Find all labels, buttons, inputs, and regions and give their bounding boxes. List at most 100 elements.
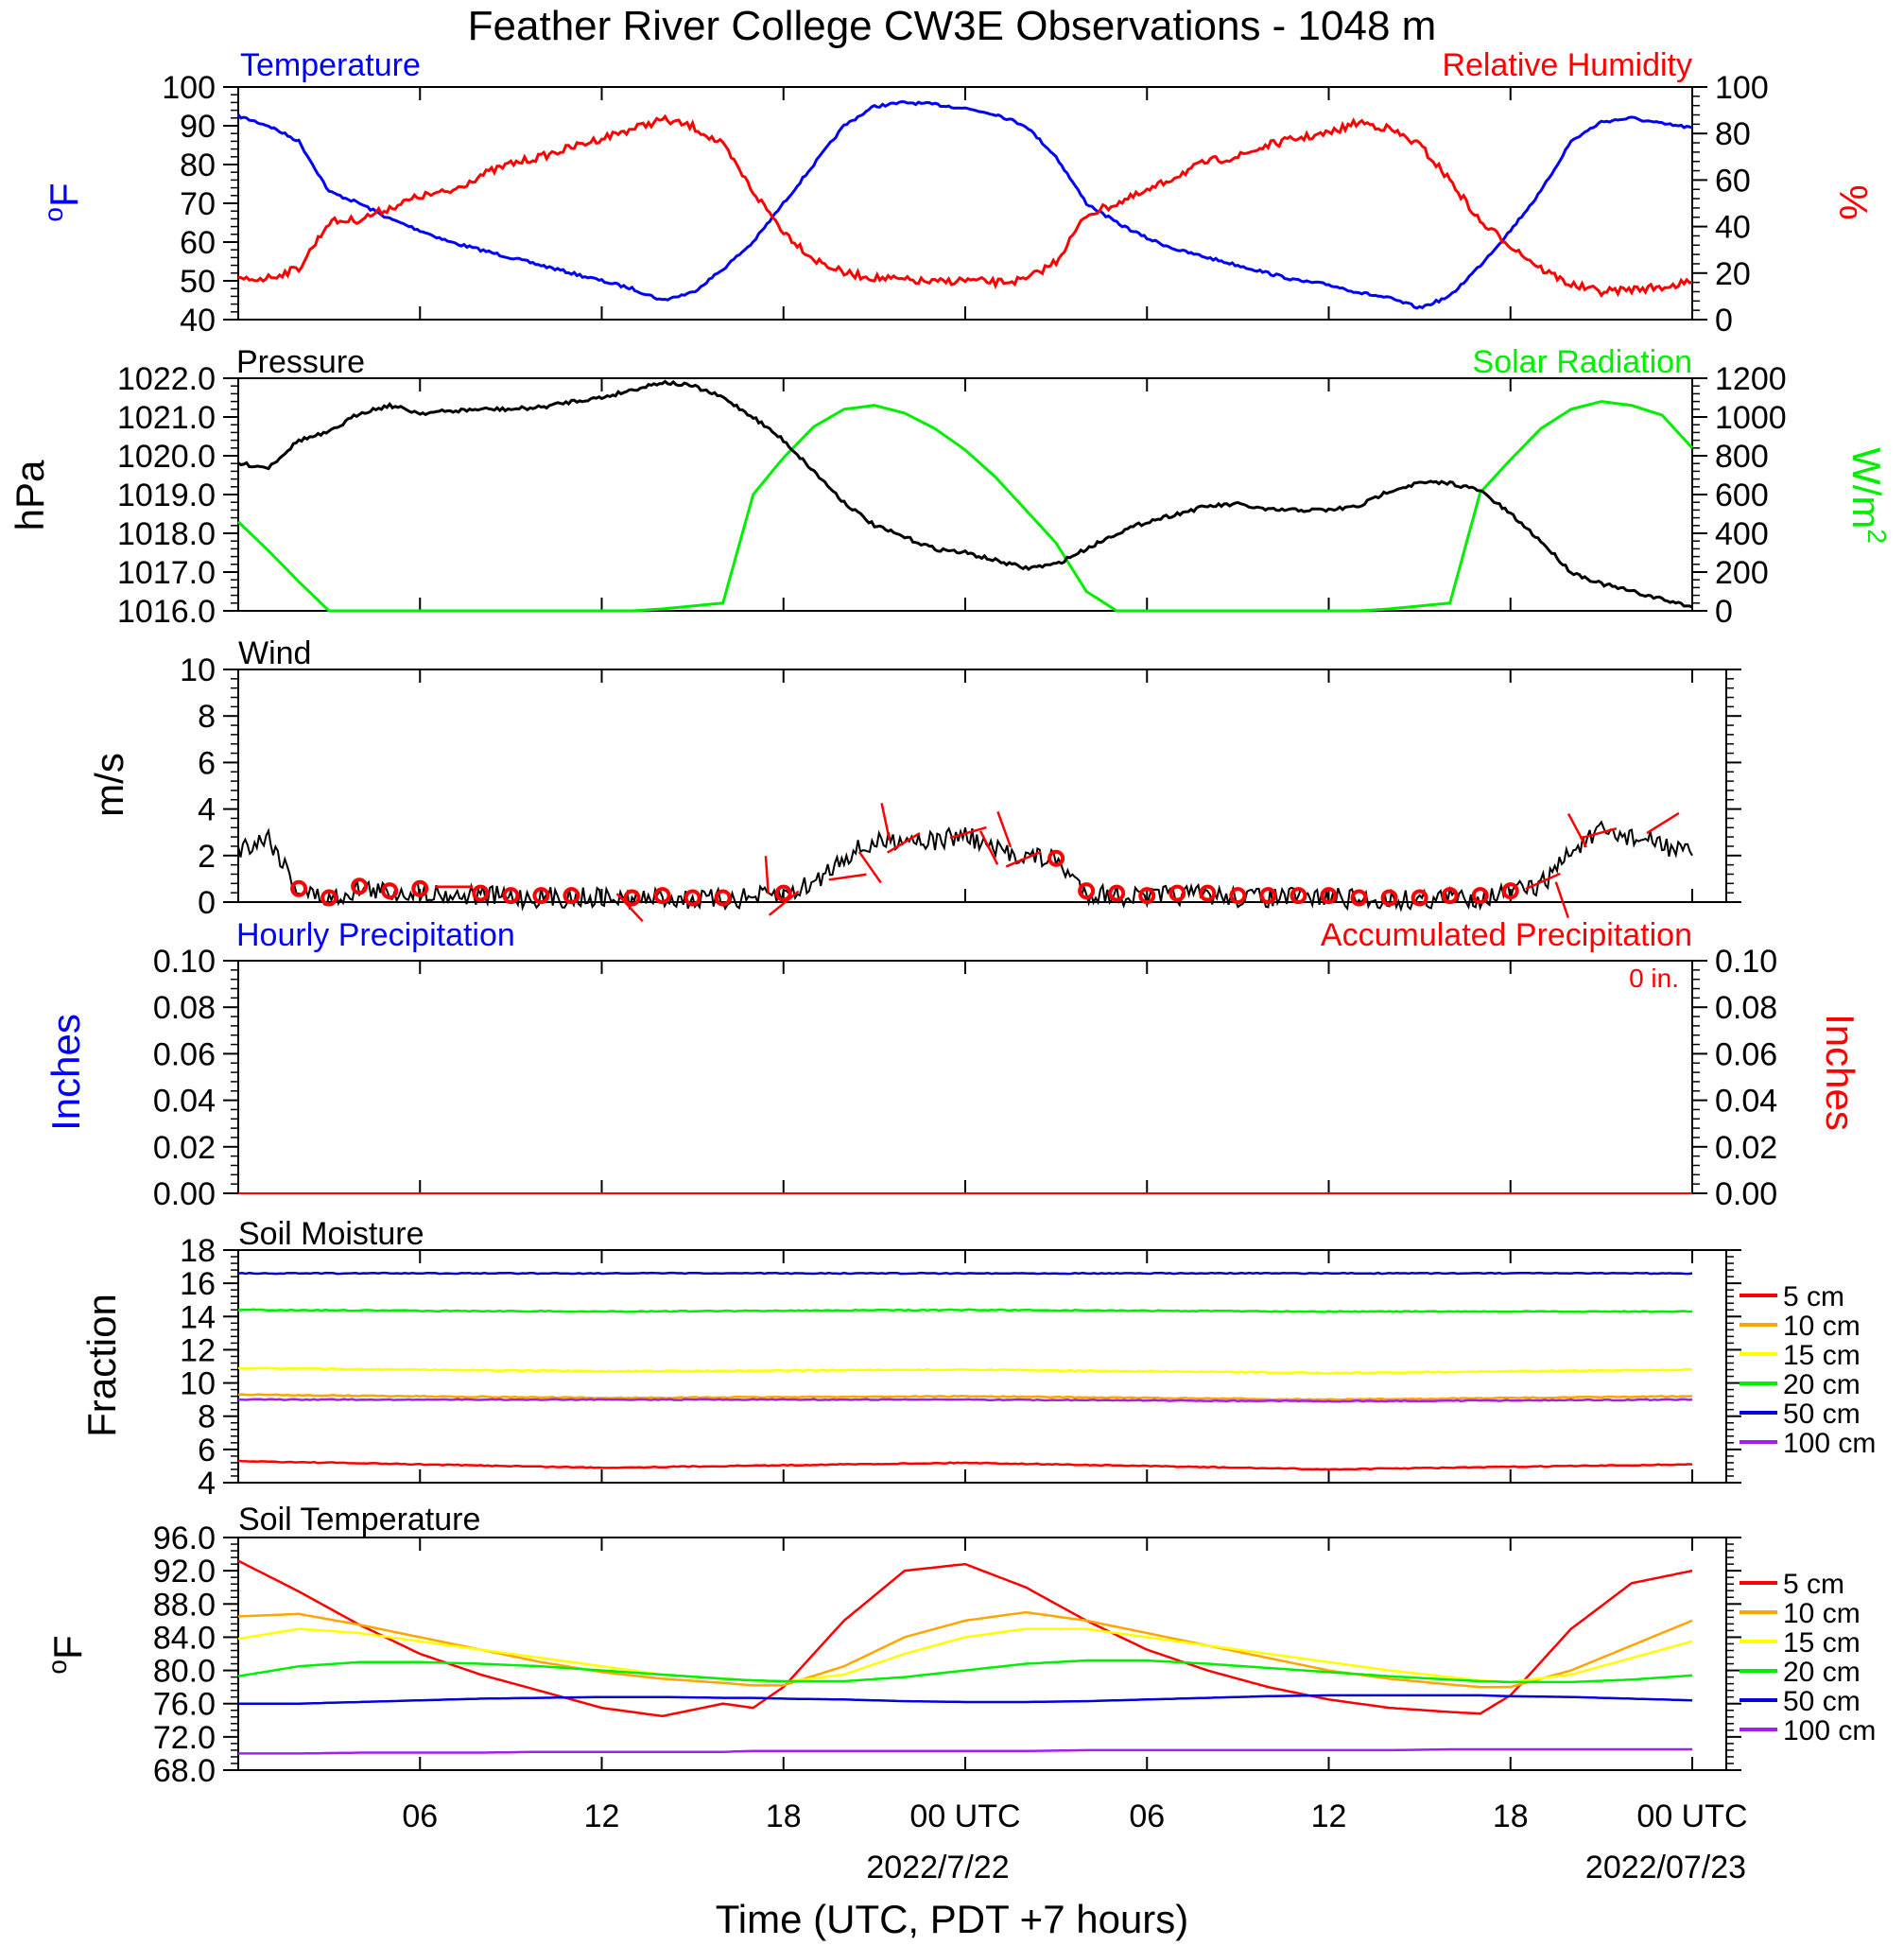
wind-barb — [978, 830, 999, 865]
soil-line-100-cm — [237, 1398, 1693, 1403]
wind-barb — [857, 851, 882, 884]
y-tick-label: 6 — [198, 1433, 216, 1468]
humidity-tick-labels: 0 20 40 60 80 100 — [1715, 70, 1769, 339]
panel-pressure-solar: Pressure Solar Radiation hPa W/m2 1016.0… — [8, 344, 1892, 630]
calm-marker — [1199, 884, 1217, 902]
wind-tick-labels: 0 2 4 6 8 10 — [180, 652, 216, 921]
y-tick-label: 68.0 — [153, 1753, 216, 1789]
legend-label: 50 cm — [1783, 1399, 1861, 1430]
humidity-title: Relative Humidity — [1442, 47, 1692, 83]
calm-marker — [290, 879, 308, 897]
y-tick-label: 10 — [180, 1366, 216, 1402]
x-tick-labels: 06 12 18 00 UTC 06 12 18 00 UTC — [402, 1798, 1747, 1834]
soil-line-15-cm — [237, 1366, 1693, 1375]
calm-markers — [290, 849, 1519, 907]
solar-title: Solar Radiation — [1473, 344, 1692, 380]
svg-text:oF: oF — [39, 182, 86, 221]
wind-barb — [949, 825, 987, 840]
calm-marker — [411, 879, 429, 897]
calm-marker — [1078, 882, 1096, 900]
x-tick-label: 18 — [1493, 1798, 1529, 1834]
soil-line-50-cm — [238, 1694, 1693, 1705]
calm-marker — [1350, 889, 1368, 907]
x-tick-label: 12 — [1311, 1798, 1347, 1834]
calm-marker — [1441, 887, 1459, 905]
humidity-ylabel: % — [1831, 184, 1876, 219]
plot-border — [237, 1249, 1727, 1484]
x-tick-label: 00 UTC — [909, 1798, 1020, 1834]
pressure-title: Pressure — [236, 344, 365, 380]
y-tick-label: 0.02 — [1715, 1130, 1777, 1166]
legend-label: 50 cm — [1783, 1686, 1861, 1717]
x-tick-label: 00 UTC — [1636, 1798, 1747, 1834]
panel-frame — [223, 669, 1741, 903]
soil-line-20-cm — [237, 1659, 1693, 1684]
calm-marker — [1411, 889, 1428, 907]
y-tick-label: 0.02 — [153, 1130, 216, 1166]
legend-label: 15 cm — [1783, 1627, 1861, 1659]
pressure-ylabel: hPa — [8, 460, 52, 530]
y-tick-label: 0 — [1715, 303, 1733, 339]
y-tick-label: 100 — [162, 70, 216, 106]
y-tick-label: 1000 — [1715, 400, 1787, 436]
y-tick-label: 80 — [1715, 116, 1751, 152]
soil-line-20-cm — [237, 1308, 1693, 1313]
y-tick-label: 70 — [180, 186, 216, 222]
y-tick-label: 200 — [1715, 555, 1769, 591]
calm-marker — [502, 887, 520, 905]
panel-temperature-humidity: Temperature Relative Humidity oF % 40506… — [39, 47, 1876, 339]
wind-barbs — [435, 803, 1680, 923]
y-tick-label: 1017.0 — [117, 555, 216, 591]
y-tick-label: 92.0 — [153, 1554, 216, 1590]
pressure-line — [237, 379, 1693, 609]
legend-label: 100 cm — [1783, 1428, 1876, 1459]
temperature-ylabel: oF — [39, 182, 86, 221]
y-tick-label: 0.04 — [153, 1084, 216, 1120]
y-tick-label: 1021.0 — [117, 400, 216, 436]
x-tick-label: 12 — [584, 1798, 620, 1834]
soil-moisture-lines — [237, 1271, 1693, 1471]
wind-barb — [887, 832, 921, 854]
precip-tick-labels-left: 0.00 0.02 0.04 0.06 0.08 0.10 — [153, 944, 216, 1212]
svg-text:oF: oF — [43, 1635, 90, 1674]
calm-marker — [532, 887, 550, 905]
y-tick-label: 4 — [198, 792, 216, 828]
wind-barb — [1005, 850, 1042, 868]
y-tick-label: 800 — [1715, 439, 1769, 475]
accum-precip-ylabel: Inches — [1818, 1014, 1862, 1131]
y-tick-label: 16 — [180, 1266, 216, 1302]
soil-temperature-lines — [237, 1559, 1693, 1755]
calm-marker — [1380, 889, 1398, 907]
y-tick-label: 2 — [198, 839, 216, 875]
calm-marker — [653, 887, 671, 905]
panel-wind: Wind m/s 0 2 4 6 8 10 — [87, 635, 1741, 923]
y-tick-label: 40 — [180, 303, 216, 339]
calm-marker — [381, 882, 399, 900]
panel-frame — [223, 1249, 1741, 1484]
svg-text:W/m2: W/m2 — [1844, 447, 1892, 544]
y-tick-label: 600 — [1715, 478, 1769, 513]
y-tick-label: 6 — [198, 745, 216, 781]
soil-temperature-title: Soil Temperature — [238, 1502, 480, 1538]
accum-precip-title: Accumulated Precipitation — [1321, 917, 1692, 953]
panel-frame — [223, 377, 1707, 612]
y-tick-label: 90 — [180, 109, 216, 145]
calm-marker — [351, 877, 369, 895]
soil-line-100-cm — [238, 1747, 1692, 1755]
wind-barb — [880, 803, 891, 841]
accum-precip-annotation: 0 in. — [1629, 964, 1679, 993]
y-tick-label: 0 — [198, 885, 216, 921]
x-axis-label: Time (UTC, PDT +7 hours) — [716, 1897, 1189, 1941]
wind-barb — [615, 893, 644, 923]
solar-ylabel: W/m2 — [1844, 447, 1892, 544]
wind-barb — [1579, 826, 1618, 840]
y-tick-label: 88.0 — [153, 1587, 216, 1623]
legend-label: 100 cm — [1783, 1715, 1876, 1746]
temperature-line — [236, 99, 1693, 310]
calm-marker — [684, 889, 701, 907]
